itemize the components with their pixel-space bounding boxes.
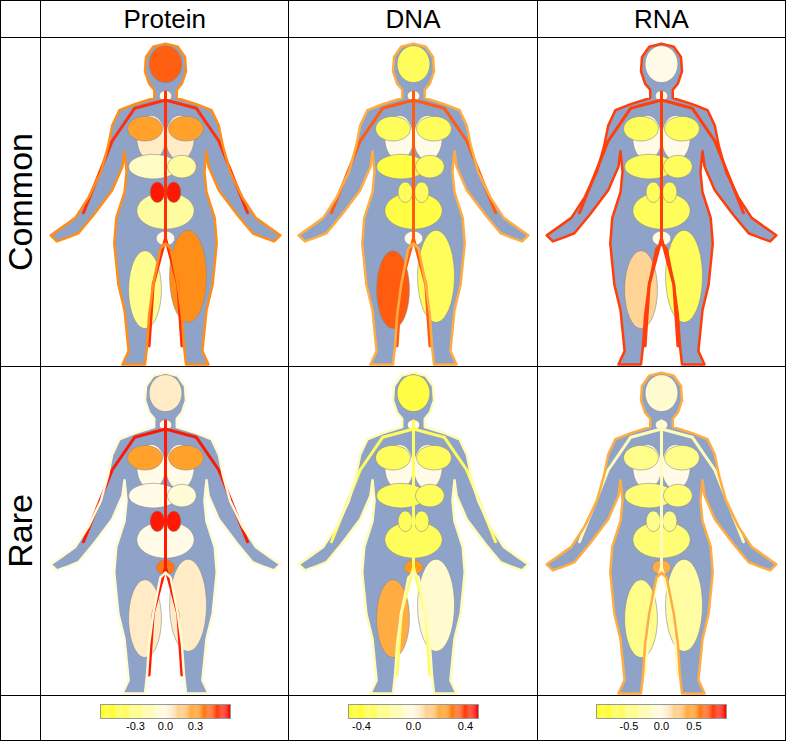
html-text:Rare: Rare xyxy=(1,494,39,568)
svg-text:0.0: 0.0 xyxy=(158,720,173,732)
svg-text:-0.3: -0.3 xyxy=(126,720,145,732)
html-text:Protein: Protein xyxy=(123,3,206,34)
svg-text:0.5: 0.5 xyxy=(687,720,702,732)
svg-text:0.4: 0.4 xyxy=(458,720,473,732)
svg-text:0.0: 0.0 xyxy=(654,720,669,732)
svg-text:0.0: 0.0 xyxy=(406,720,421,732)
html-text:DNA: DNA xyxy=(385,3,441,34)
svg-text:-0.5: -0.5 xyxy=(620,720,639,732)
svg-text:-0.4: -0.4 xyxy=(352,720,371,732)
html-text:RNA: RNA xyxy=(633,3,689,34)
svg-text:0.3: 0.3 xyxy=(188,720,203,732)
html-text:Common: Common xyxy=(1,133,39,271)
